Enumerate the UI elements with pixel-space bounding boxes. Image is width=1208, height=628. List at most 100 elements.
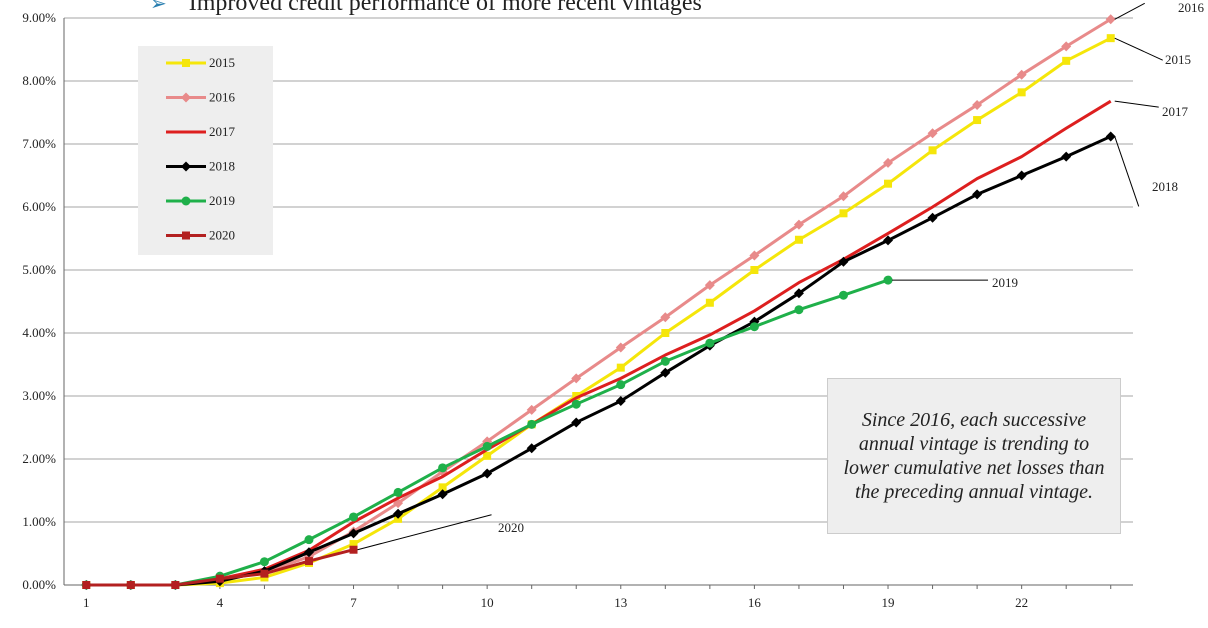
data-point-2018 <box>437 489 448 500</box>
data-point-2015 <box>750 266 759 274</box>
y-tick-label: 0.00% <box>22 577 56 592</box>
y-tick-label: 1.00% <box>22 514 56 529</box>
data-point-2016 <box>838 191 849 202</box>
series-line-2018 <box>86 135 1112 587</box>
x-tick-label: 16 <box>748 595 762 610</box>
x-tick-label: 7 <box>350 595 357 610</box>
data-point-2015 <box>1106 34 1115 43</box>
x-tick-label: 4 <box>217 595 224 610</box>
y-tick-label: 4.00% <box>22 325 56 340</box>
data-point-2019 <box>259 557 269 567</box>
data-point-2018 <box>793 288 804 299</box>
data-point-2018 <box>571 417 582 428</box>
data-point-2016 <box>883 157 894 168</box>
data-point-2016 <box>793 219 804 230</box>
data-point-2015 <box>928 146 937 155</box>
y-tick-label: 3.00% <box>22 388 56 403</box>
legend-label-2019: 2019 <box>209 193 235 208</box>
data-point-2015 <box>661 329 670 337</box>
legend-marker-2015 <box>182 59 190 67</box>
data-point-2018 <box>927 212 938 223</box>
callout-leader-2015 <box>1114 37 1163 61</box>
data-point-2015 <box>483 451 492 460</box>
data-point-2020 <box>82 581 91 589</box>
series-line-2019 <box>86 278 889 587</box>
y-tick-label: 7.00% <box>22 136 56 151</box>
x-tick-label: 10 <box>481 595 494 610</box>
data-point-2018 <box>1061 151 1072 162</box>
data-point-2016 <box>749 250 760 261</box>
callout-label-2020: 2020 <box>498 520 524 535</box>
y-tick-label: 2.00% <box>22 451 56 466</box>
callout-label-2018: 2018 <box>1152 179 1178 194</box>
data-point-2016 <box>526 404 537 415</box>
legend-marker-2020 <box>182 231 190 240</box>
data-point-2019 <box>571 399 581 409</box>
x-tick-labels: 1 4 7 10 13 16 19 22 <box>83 595 1028 610</box>
legend-label-2016: 2016 <box>209 90 236 105</box>
data-point-2018 <box>482 468 493 479</box>
data-point-2020 <box>349 545 358 554</box>
data-point-2015 <box>616 363 625 372</box>
callout-leader-2017 <box>1114 100 1159 108</box>
data-point-2016 <box>660 312 671 323</box>
axes <box>63 18 1133 589</box>
callout-label-2019: 2019 <box>992 275 1018 290</box>
data-point-2016 <box>1105 14 1116 25</box>
data-point-2015 <box>438 483 447 492</box>
x-tick-label: 22 <box>1015 595 1028 610</box>
y-tick-label: 6.00% <box>22 199 56 214</box>
data-point-2019 <box>393 487 403 497</box>
data-point-2016 <box>972 99 983 110</box>
data-point-2015 <box>794 235 803 244</box>
data-point-2015 <box>394 514 403 523</box>
callout-leader-2020 <box>357 514 492 551</box>
y-tick-label: 5.00% <box>22 262 56 277</box>
callout-label-2015: 2015 <box>1165 52 1191 67</box>
data-point-2019 <box>438 463 448 473</box>
data-point-2016 <box>1061 41 1072 52</box>
data-point-2018 <box>348 528 359 539</box>
data-point-2019 <box>705 338 715 348</box>
data-point-2016 <box>571 373 582 384</box>
data-point-2016 <box>927 128 938 139</box>
legend-label-2018: 2018 <box>209 159 235 174</box>
data-point-2015 <box>973 116 982 125</box>
data-point-2019 <box>616 380 626 390</box>
data-point-2018 <box>393 508 404 519</box>
x-tick-label: 1 <box>83 595 90 610</box>
legend-marker-2018 <box>181 161 191 172</box>
series-callouts: 2016 2015 2017 2018 2019 2020 <box>357 0 1205 551</box>
legend-label-2015: 2015 <box>209 55 235 70</box>
data-point-2020 <box>126 581 135 589</box>
callout-label-2016: 2016 <box>1178 0 1205 15</box>
data-point-2019 <box>349 512 359 522</box>
header-text: Improved credit performance of more rece… <box>188 0 702 16</box>
legend-marker-2016 <box>181 92 191 103</box>
data-point-2015 <box>572 392 581 400</box>
data-point-2015 <box>349 540 358 549</box>
data-point-2016 <box>615 342 626 353</box>
series-2019 <box>81 275 893 590</box>
data-point-2015 <box>705 298 714 307</box>
data-point-2018 <box>838 256 849 267</box>
data-point-2016 <box>1016 69 1027 80</box>
data-point-2015 <box>839 209 848 218</box>
data-point-2019 <box>883 275 893 285</box>
bullet-arrow-icon: ➢ <box>150 0 167 15</box>
callout-leader-2016 <box>1114 2 1145 20</box>
y-tick-label: 8.00% <box>22 73 56 88</box>
data-point-2020 <box>215 574 224 583</box>
x-tick-label: 19 <box>882 595 895 610</box>
data-point-2019 <box>749 322 759 332</box>
data-point-2018 <box>660 367 671 378</box>
series-line-2015 <box>86 36 1112 587</box>
legend-box <box>138 46 273 255</box>
series-2017 <box>86 99 1112 587</box>
data-point-2015 <box>1017 88 1026 97</box>
data-point-2019 <box>838 290 848 300</box>
data-point-2015 <box>1062 56 1071 65</box>
y-tick-labels: 0.00% 1.00% 2.00% 3.00% 4.00% 5.00% 6.00% 7.00%… <box>22 10 56 592</box>
data-point-2020 <box>304 557 313 566</box>
series-2015 <box>82 34 1115 589</box>
